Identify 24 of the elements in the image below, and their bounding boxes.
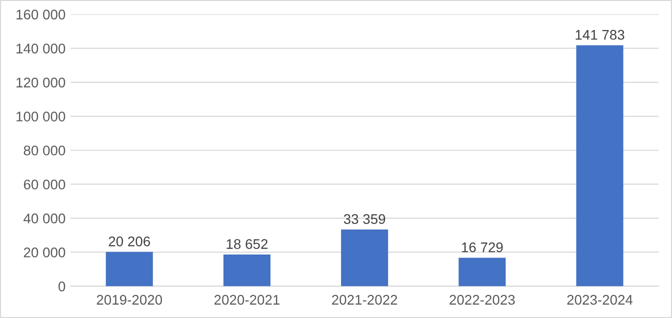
y-tick-label: 0 [58, 282, 66, 292]
data-label: 20 206 [108, 236, 150, 246]
bar [576, 45, 624, 286]
y-tick-label: 160 000 [16, 10, 66, 20]
x-tick-label: 2020-2021 [214, 294, 280, 305]
data-label: 33 359 [344, 214, 386, 224]
y-tick-label: 40 000 [24, 214, 66, 224]
bar [341, 230, 388, 286]
y-tick-label: 100 000 [16, 112, 66, 122]
x-tick-label: 2023-2024 [567, 294, 633, 305]
data-label: 16 729 [462, 242, 503, 252]
x-tick-label: 2022-2023 [450, 294, 515, 305]
data-label: 18 652 [226, 239, 268, 249]
y-tick-label: 140 000 [16, 44, 66, 54]
y-tick-label: 20 000 [24, 248, 66, 258]
x-tick-label: 2021-2022 [332, 294, 398, 305]
x-tick-label: 2019-2020 [96, 294, 162, 305]
data-label: 141 783 [576, 30, 624, 40]
bar [106, 252, 153, 286]
y-tick-label: 80 000 [24, 146, 66, 156]
y-tick-label: 60 000 [24, 180, 66, 190]
y-tick-label: 120 000 [16, 78, 66, 88]
bar [223, 254, 270, 286]
bar [458, 258, 506, 286]
